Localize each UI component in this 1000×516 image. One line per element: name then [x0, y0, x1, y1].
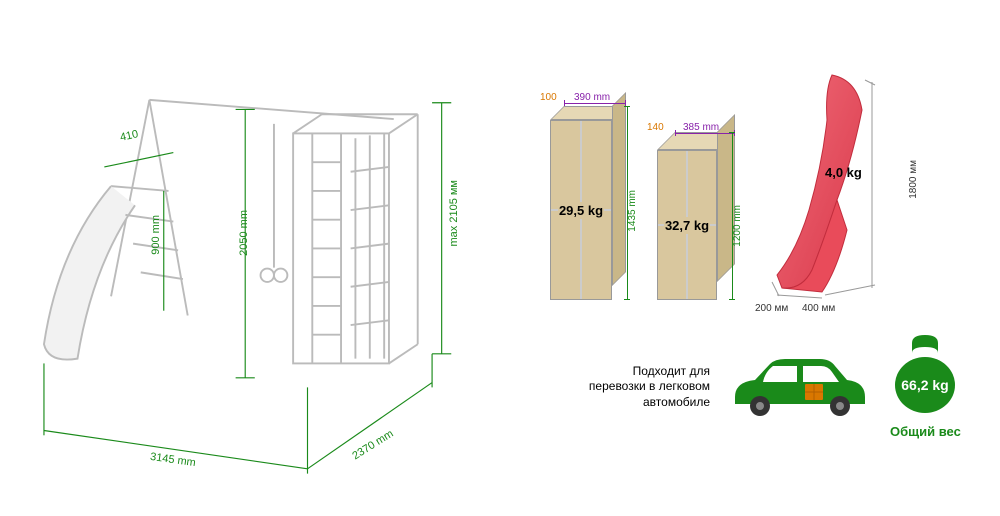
playground-diagram: 3145 mm 2370 mm 2050 mm max 2105 мм 900 …: [0, 0, 500, 516]
car-text: Подходит для перевозки в легковом автомо…: [580, 364, 710, 411]
box1-depth: 100: [540, 92, 557, 103]
slide-base-w: 400 мм: [802, 303, 835, 314]
package-slide: 4,0 kg 1800 мм 400 мм 200 мм: [767, 70, 877, 300]
box1-height: 1435 mm: [627, 190, 638, 232]
slide-base-d: 200 мм: [755, 303, 788, 314]
playground-structure: [20, 20, 480, 496]
total-weight: 66,2 kg Общий вес: [890, 335, 961, 439]
car-transport-note: Подходит для перевозки в легковом автомо…: [580, 352, 870, 422]
box2-weight: 32,7 kg: [664, 217, 710, 234]
package-box-1: 29,5 kg 100 390 mm 1435 mm: [550, 120, 612, 300]
dim-height-main: 2050 mm: [238, 210, 250, 256]
packaging-panel: 29,5 kg 100 390 mm 1435 mm 32,7 kg: [500, 0, 1000, 516]
box2-depth: 140: [647, 122, 664, 133]
total-weight-value: 66,2 kg: [902, 377, 949, 393]
slide-weight: 4,0 kg: [825, 165, 862, 180]
box1-width: 390 mm: [574, 92, 610, 103]
dim-height-max: max 2105 мм: [448, 180, 460, 247]
slide-length: 1800 мм: [908, 160, 919, 199]
dim-slide-h: 900 mm: [150, 215, 162, 255]
box2-height: 1200 mm: [732, 205, 743, 247]
car-icon: [725, 352, 870, 422]
package-box-2: 32,7 kg 140 385 mm 1200 mm: [657, 150, 717, 300]
kettlebell-icon: 66,2 kg: [890, 335, 960, 415]
total-weight-label: Общий вес: [890, 424, 961, 439]
box1-weight: 29,5 kg: [558, 202, 604, 219]
box2-width: 385 mm: [683, 122, 719, 133]
